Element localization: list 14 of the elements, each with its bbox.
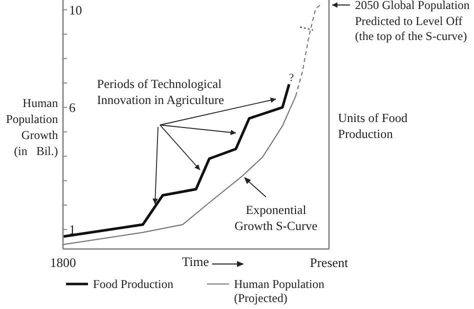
y-tick-label: 10 (69, 2, 82, 18)
y-tick-label: 1 (69, 222, 76, 238)
legend-label: Human Population (Projected) (234, 277, 326, 305)
text: Units of Food Production (338, 110, 408, 142)
annotation: ? (289, 71, 294, 86)
text: 2050 Global Population Predicted to Level Off (the top of the S-curve) (355, 0, 471, 44)
x-axis-title: Time (182, 254, 209, 270)
legend-label: Food Production (93, 277, 174, 291)
annotation: Periods of Technological Innovation in Agriculture (97, 76, 226, 108)
annotation: Exponential Growth S-Curve (234, 202, 318, 234)
y-tick-label: 6 (69, 100, 76, 116)
y-axis-title: Human Population Growth (in Bil.) (4, 95, 58, 159)
x-tick-label: Present (310, 255, 349, 270)
x-tick-label: 1800 (50, 255, 76, 270)
